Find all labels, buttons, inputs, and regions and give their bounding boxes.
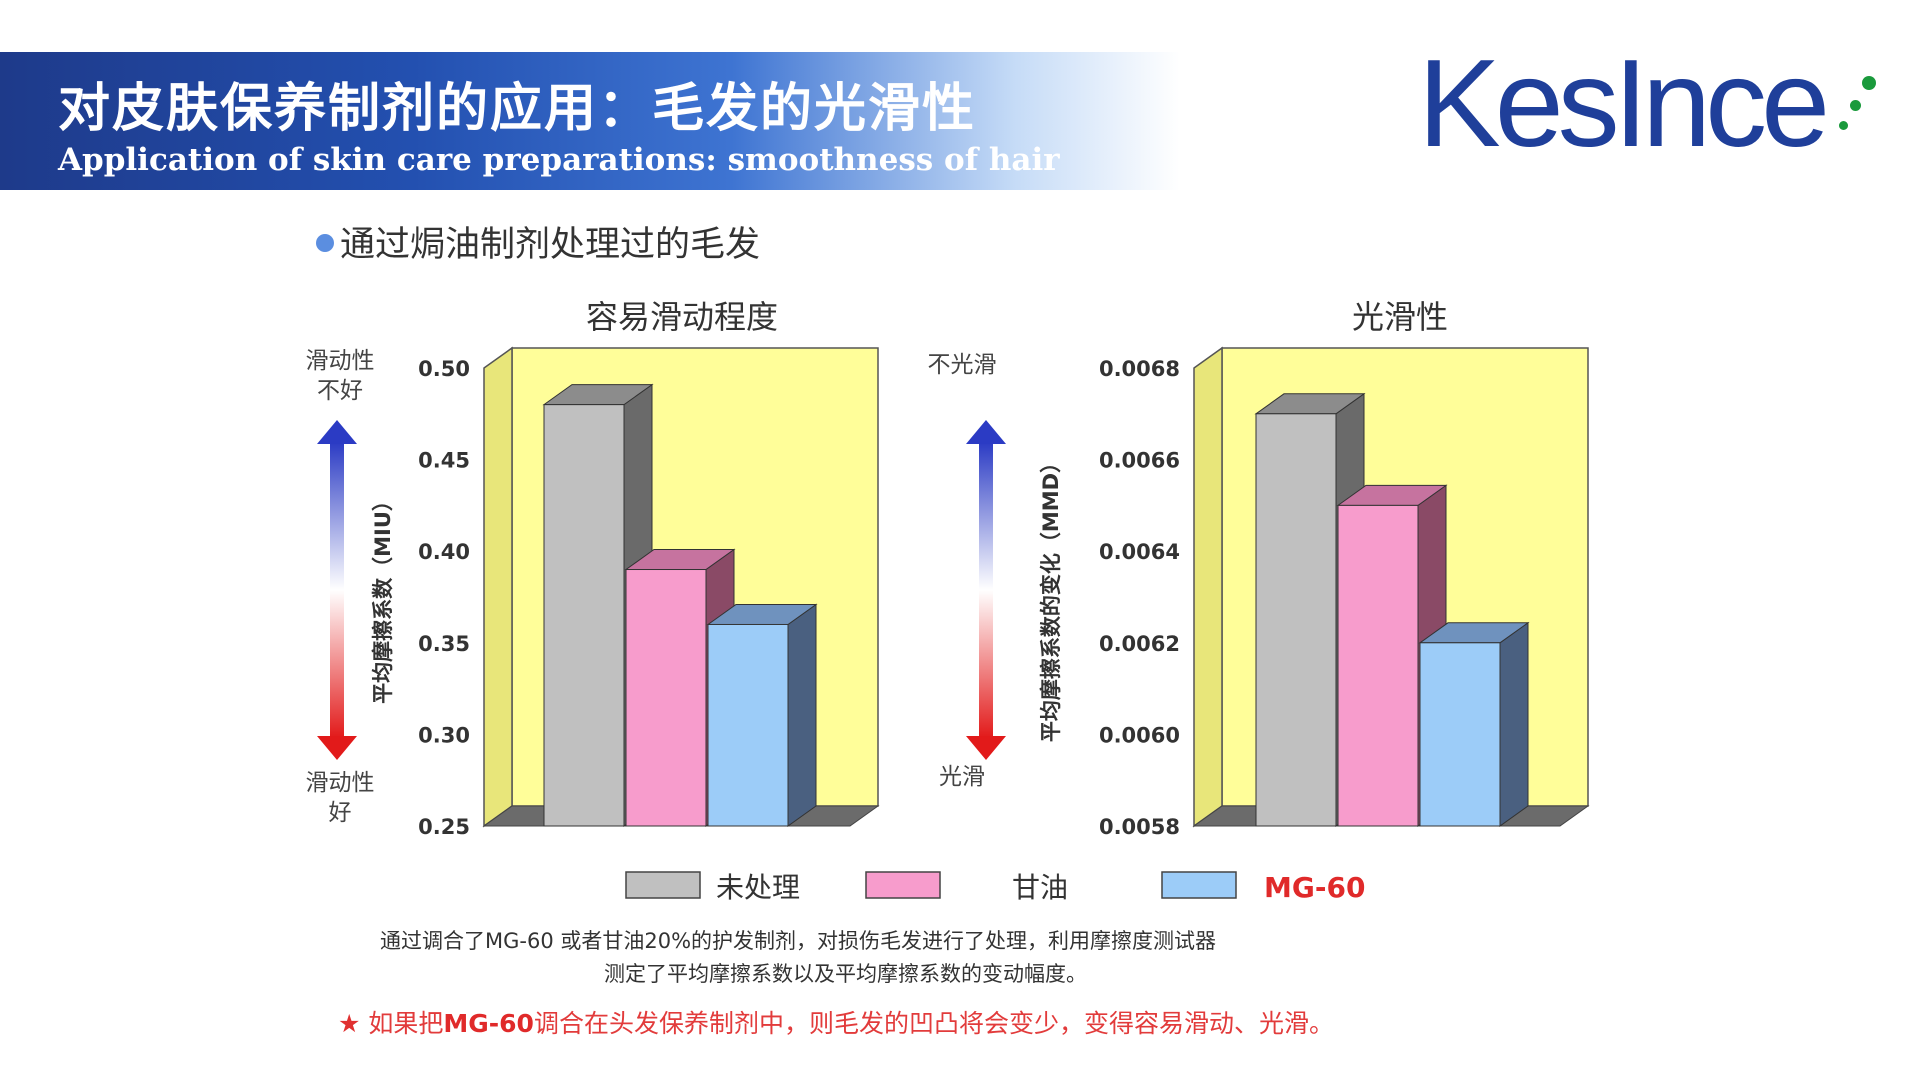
section-subtitle: 通过焗油制剂处理过的毛发: [316, 216, 760, 267]
chart-1-bar: [625, 569, 707, 827]
legend-label: 未处理: [716, 871, 800, 904]
brand-logo: KesInce: [1418, 35, 1830, 173]
chart-1-arrow-top-label: 不好: [317, 378, 363, 404]
chart-2-arrow-top-label: 不光滑: [928, 352, 997, 378]
chart-2-y-tick: 0.0066: [1099, 449, 1180, 473]
chart-2-y-tick: 0.0062: [1099, 632, 1180, 656]
chart-1-arrow-bottom-label: 滑动性: [306, 770, 375, 796]
chart-1-y-tick: 0.40: [418, 540, 470, 564]
conclusion-note: ★ 如果把MG-60调合在头发保养制剂中，则毛发的凹凸将会变少，变得容易滑动、光…: [338, 1004, 1334, 1040]
chart-1-arrow-up-head: [317, 420, 357, 444]
note-suffix: 调合在头发保养制剂中，则毛发的凹凸将会变少，变得容易滑动、光滑。: [533, 1009, 1334, 1038]
chart-1-y-tick: 0.30: [418, 723, 470, 747]
chart-1-plot-side: [483, 346, 513, 828]
legend-swatch: [865, 871, 941, 899]
caption-line-1: 通过调合了MG-60 或者甘油20%的护发制剂，对损伤毛发进行了处理，利用摩擦度…: [380, 929, 1217, 953]
legend-label: 甘油: [1012, 871, 1068, 904]
chart-2-bar: [1419, 642, 1501, 827]
chart-2-title: 光滑性: [1352, 298, 1448, 336]
chart-2-y-tick: 0.0060: [1099, 723, 1180, 747]
bullet-icon: [316, 234, 334, 252]
legend-swatch: [1161, 871, 1237, 899]
legend-swatch: [625, 871, 701, 899]
chart-1-arrow-shaft: [330, 442, 344, 738]
section-subtitle-text: 通过焗油制剂处理过的毛发: [340, 225, 761, 265]
star-icon: ★: [338, 1009, 361, 1038]
header-banner: [0, 52, 1180, 190]
chart-2-arrow-up-head: [966, 420, 1006, 444]
chart-2-arrow-shaft: [979, 442, 993, 738]
chart-2-y-tick: 0.0064: [1099, 540, 1180, 564]
chart-1-arrow-down-head: [317, 736, 357, 760]
legend-label: MG-60: [1264, 871, 1365, 904]
chart-1-bar-side: [787, 603, 817, 827]
logo-dot-mid: [1850, 100, 1861, 111]
chart-1-y-tick: 0.35: [418, 632, 470, 656]
chart-2-arrow-down-head: [966, 736, 1006, 760]
chart-1-y-tick: 0.25: [418, 815, 470, 839]
chart-2-bar: [1337, 504, 1419, 827]
chart-2-arrow-bottom-label: 光滑: [939, 764, 985, 790]
logo-dot-bottom: [1839, 121, 1848, 130]
chart-2-y-tick: 0.0058: [1099, 815, 1180, 839]
chart-1-title: 容易滑动程度: [586, 298, 778, 336]
chart-1-arrow-top-label: 滑动性: [306, 348, 375, 374]
note-prefix: 如果把: [360, 1009, 444, 1038]
note-product: MG-60: [443, 1009, 534, 1038]
chart-2-plot-side: [1193, 346, 1223, 828]
page-title-english: Application of skin care preparations: s…: [58, 142, 1060, 178]
page-title: 对皮肤保养制剂的应用：毛发的光滑性: [58, 79, 977, 139]
chart-1-y-tick: 0.50: [418, 357, 470, 381]
chart-1-y-axis-label: 平均摩擦系数（MIU）: [371, 490, 395, 704]
chart-2-bar: [1255, 413, 1337, 827]
chart-2-y-axis-label: 平均摩擦系数的变化（MMD）: [1039, 452, 1063, 742]
chart-1-arrow-bottom-label: 好: [329, 800, 352, 826]
chart-2-y-tick: 0.0068: [1099, 357, 1180, 381]
chart-1-bar: [707, 623, 789, 827]
logo-dot-top: [1862, 76, 1876, 90]
chart-1-y-tick: 0.45: [418, 449, 470, 473]
chart-1-bar: [543, 404, 625, 827]
caption-line-2: 测定了平均摩擦系数以及平均摩擦系数的变动幅度。: [604, 962, 1087, 986]
chart-2-bar-side: [1499, 621, 1529, 827]
